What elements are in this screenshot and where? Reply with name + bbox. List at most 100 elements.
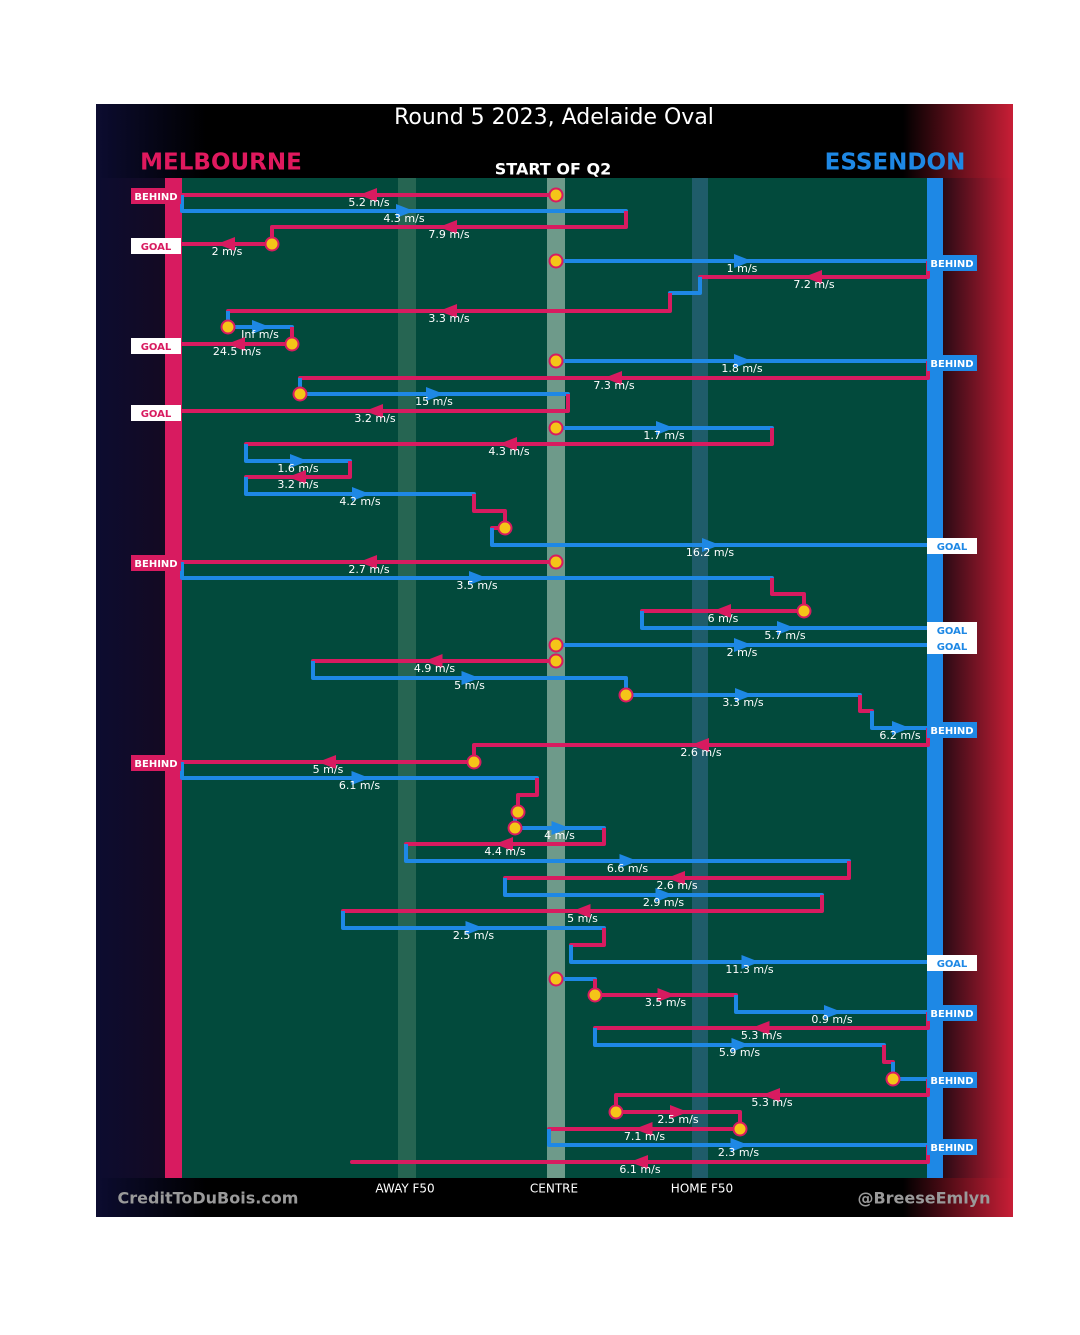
arrow — [741, 955, 760, 969]
arrow — [439, 220, 457, 234]
speed-label: 1 m/s — [727, 262, 758, 275]
arrow — [634, 1122, 653, 1136]
outcome-box — [927, 638, 977, 654]
speed-label: 3.2 m/s — [277, 478, 318, 491]
arrow — [670, 1105, 688, 1119]
arrow — [290, 454, 308, 468]
arrow — [702, 538, 720, 552]
speed-label: 5.9 m/s — [719, 1046, 760, 1059]
speed-label: 2.6 m/s — [656, 879, 697, 892]
speed-label: 2.6 m/s — [680, 746, 721, 759]
arrow — [730, 1138, 749, 1152]
credit: @BreeseEmlyn — [857, 1189, 990, 1208]
speed-label: 4.2 m/s — [339, 495, 380, 508]
arrow — [734, 354, 752, 368]
outcome-label: BEHIND — [930, 1009, 973, 1020]
subtitle: START OF Q2 — [495, 160, 612, 179]
speed-label: 0.9 m/s — [811, 1013, 852, 1026]
arrow — [217, 237, 235, 251]
outcome-box — [131, 238, 181, 254]
arrow — [551, 821, 570, 835]
possession-start — [885, 1071, 901, 1087]
speed-label: 2.5 m/s — [453, 929, 494, 942]
possession-start — [548, 353, 564, 369]
possession-start — [548, 637, 564, 653]
arrow — [735, 688, 753, 702]
arrow — [352, 487, 370, 501]
arrow — [461, 671, 480, 685]
speed-label: 4.3 m/s — [383, 212, 424, 225]
arrow — [227, 337, 245, 351]
arrow — [396, 204, 414, 218]
arrow — [359, 188, 377, 202]
speed-label: 2.3 m/s — [718, 1146, 759, 1159]
arrow — [691, 738, 709, 752]
outcome-box — [927, 1139, 977, 1155]
arrow — [351, 771, 370, 785]
speed-label: 1.8 m/s — [721, 362, 762, 375]
outcome-label: BEHIND — [930, 359, 973, 370]
speed-label: 4.3 m/s — [488, 445, 529, 458]
possession-start — [510, 804, 526, 820]
arrow — [495, 837, 513, 851]
arrow — [630, 1155, 648, 1169]
speed-label: 7.3 m/s — [593, 379, 634, 392]
speed-label: 6.1 m/s — [619, 1163, 660, 1176]
arrow — [572, 904, 591, 918]
speed-label: 2.7 m/s — [348, 563, 389, 576]
outcome-label: BEHIND — [134, 192, 177, 203]
outcome-label: BEHIND — [134, 759, 177, 770]
possession-start — [292, 386, 308, 402]
right-goal-line — [927, 178, 943, 1178]
arrow — [465, 921, 484, 935]
speed-label: 24.5 m/s — [213, 345, 261, 358]
speed-label: 1.6 m/s — [277, 462, 318, 475]
speed-label: 4.4 m/s — [484, 845, 525, 858]
outcome-label: GOAL — [141, 342, 172, 353]
speed-label: 3.5 m/s — [645, 996, 686, 1009]
outcome-box — [131, 405, 181, 421]
speed-label: 1.7 m/s — [643, 429, 684, 442]
outcome-box — [131, 338, 181, 354]
possession-start — [796, 603, 812, 619]
speed-label: 16.2 m/s — [686, 546, 734, 559]
outcome-label: GOAL — [937, 959, 968, 970]
outcome-box — [927, 722, 977, 738]
outcome-box — [131, 755, 181, 771]
outcome-box — [131, 188, 181, 204]
speed-label: 5 m/s — [454, 679, 485, 692]
possession-start — [548, 653, 564, 669]
speed-label: 2 m/s — [727, 646, 758, 659]
possession-start — [618, 687, 634, 703]
outcome-box — [927, 1005, 977, 1021]
arrow — [804, 270, 822, 284]
outcome-label: BEHIND — [930, 726, 973, 737]
arrow — [499, 437, 517, 451]
speed-label: 11.3 m/s — [725, 963, 773, 976]
speed-label: 5 m/s — [567, 912, 598, 925]
possession-start — [548, 420, 564, 436]
arrow — [751, 1021, 770, 1035]
left-zone — [96, 178, 166, 1178]
possession-start — [507, 820, 523, 836]
speed-label: 2.9 m/s — [643, 896, 684, 909]
speed-label: 3.3 m/s — [722, 696, 763, 709]
speed-label: Inf m/s — [241, 328, 279, 341]
possession-start — [284, 336, 300, 352]
arrow — [824, 1005, 842, 1019]
speed-label: 5.7 m/s — [764, 629, 805, 642]
speed-label: 5.2 m/s — [348, 196, 389, 209]
speed-label: 6.1 m/s — [339, 779, 380, 792]
outcome-box — [927, 955, 977, 971]
field-label: AWAY F50 — [375, 1182, 434, 1196]
team-right: ESSENDON — [825, 150, 966, 176]
outcome-box — [131, 555, 181, 571]
speed-label: 3.3 m/s — [428, 312, 469, 325]
possession-start — [466, 754, 482, 770]
arrow — [731, 1038, 750, 1052]
arrow — [469, 571, 487, 585]
speed-label: 5.3 m/s — [751, 1096, 792, 1109]
speed-label: 2.5 m/s — [657, 1113, 698, 1126]
right-zone — [943, 178, 1013, 1178]
